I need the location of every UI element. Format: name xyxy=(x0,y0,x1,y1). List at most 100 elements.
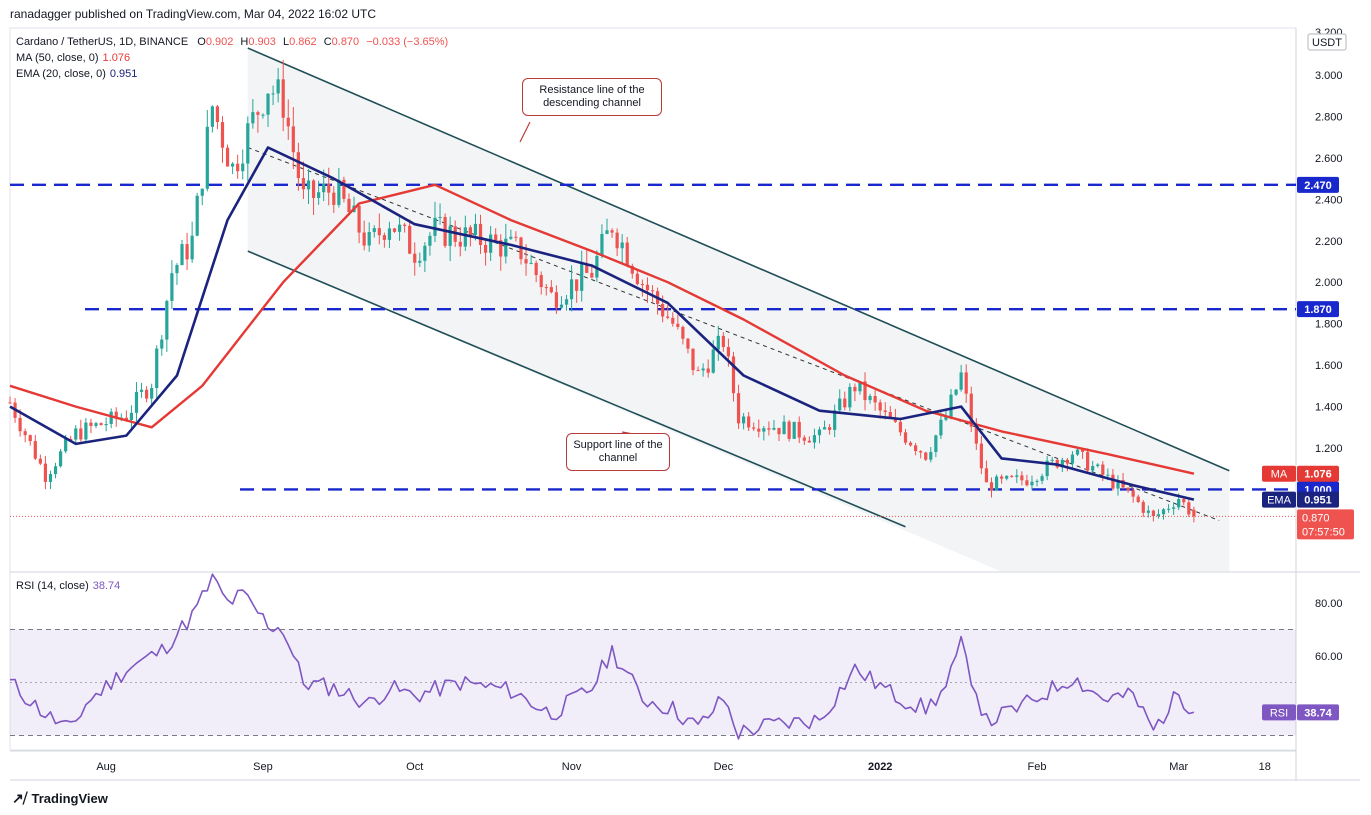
candle-body[interactable] xyxy=(1091,466,1095,471)
candle-body[interactable] xyxy=(747,416,751,428)
candle-body[interactable] xyxy=(792,421,796,439)
candle-body[interactable] xyxy=(696,370,700,372)
candle-body[interactable] xyxy=(1182,499,1186,503)
candle-body[interactable] xyxy=(888,412,892,419)
candle-body[interactable] xyxy=(256,112,260,115)
candle-body[interactable] xyxy=(367,232,371,246)
candle-body[interactable] xyxy=(241,163,245,172)
candle-body[interactable] xyxy=(215,106,220,123)
candle-body[interactable] xyxy=(382,235,386,240)
currency-unit-box[interactable] xyxy=(1307,33,1347,51)
candle-body[interactable] xyxy=(919,451,923,453)
candle-body[interactable] xyxy=(1030,481,1034,486)
candle-body[interactable] xyxy=(767,428,771,430)
candle-body[interactable] xyxy=(1101,464,1105,475)
candle-body[interactable] xyxy=(569,279,574,300)
candle-body[interactable] xyxy=(924,452,928,460)
candle-body[interactable] xyxy=(347,198,351,213)
support-line[interactable] xyxy=(247,250,906,528)
candle-body[interactable] xyxy=(620,242,624,249)
candle-body[interactable] xyxy=(812,435,817,443)
candle-body[interactable] xyxy=(1161,509,1166,515)
candle-body[interactable] xyxy=(817,429,822,436)
candle-body[interactable] xyxy=(266,93,270,115)
candle-body[interactable] xyxy=(129,412,134,421)
candle-body[interactable] xyxy=(403,224,407,226)
candle-body[interactable] xyxy=(564,299,569,305)
candle-body[interactable] xyxy=(802,437,806,441)
candle-body[interactable] xyxy=(362,232,366,246)
candle-body[interactable] xyxy=(529,262,533,264)
candle-body[interactable] xyxy=(1080,449,1085,452)
candle-body[interactable] xyxy=(1070,454,1075,464)
candle-body[interactable] xyxy=(387,228,392,240)
candle-body[interactable] xyxy=(984,468,989,483)
candle-body[interactable] xyxy=(1146,510,1150,513)
candle-body[interactable] xyxy=(43,463,48,482)
candle-body[interactable] xyxy=(989,482,994,491)
ma-legend[interactable]: MA (50, close, 0) 1.076 xyxy=(16,52,130,64)
channel-midline[interactable] xyxy=(247,147,1220,521)
candle-body[interactable] xyxy=(53,466,58,475)
candle-body[interactable] xyxy=(944,416,948,420)
candle-body[interactable] xyxy=(220,122,225,148)
candle-body[interactable] xyxy=(974,426,978,444)
candle-body[interactable] xyxy=(1141,501,1145,513)
candle-body[interactable] xyxy=(625,242,629,266)
candle-body[interactable] xyxy=(797,421,801,438)
candle-body[interactable] xyxy=(868,395,872,401)
candle-body[interactable] xyxy=(782,421,786,435)
candle-body[interactable] xyxy=(1005,475,1009,479)
candle-body[interactable] xyxy=(392,228,397,232)
candle-body[interactable] xyxy=(205,126,209,189)
candle-body[interactable] xyxy=(580,263,584,291)
candle-body[interactable] xyxy=(251,112,255,124)
candle-body[interactable] xyxy=(843,398,847,408)
candle-body[interactable] xyxy=(114,411,118,419)
candle-body[interactable] xyxy=(514,236,518,238)
candle-body[interactable] xyxy=(1177,499,1181,508)
tradingview-brand[interactable]: ↗⧸ TradingView xyxy=(12,790,108,807)
candle-body[interactable] xyxy=(878,402,882,411)
candle-body[interactable] xyxy=(741,416,746,424)
candle-body[interactable] xyxy=(337,179,341,205)
candle-body[interactable] xyxy=(1126,487,1130,491)
candle-body[interactable] xyxy=(84,422,88,440)
candle-body[interactable] xyxy=(833,410,837,430)
candle-body[interactable] xyxy=(691,348,695,371)
candle-body[interactable] xyxy=(1015,475,1019,477)
candle-body[interactable] xyxy=(428,235,432,246)
candle-body[interactable] xyxy=(190,235,194,260)
candle-body[interactable] xyxy=(139,389,144,392)
candle-body[interactable] xyxy=(706,368,710,373)
candle-body[interactable] xyxy=(752,427,756,429)
candle-body[interactable] xyxy=(134,391,139,413)
candle-body[interactable] xyxy=(873,395,877,403)
candle-body[interactable] xyxy=(210,106,214,127)
candle-body[interactable] xyxy=(701,368,705,371)
candle-body[interactable] xyxy=(463,227,467,247)
candle-body[interactable] xyxy=(908,442,913,446)
candle-body[interactable] xyxy=(893,418,897,422)
candle-body[interactable] xyxy=(615,232,619,249)
rsi-line[interactable] xyxy=(9,573,1195,740)
candle-body[interactable] xyxy=(554,292,559,308)
candle-body[interactable] xyxy=(1010,475,1014,477)
candle-body[interactable] xyxy=(1106,474,1110,476)
candle-body[interactable] xyxy=(494,234,498,241)
candle-body[interactable] xyxy=(716,335,720,350)
candle-body[interactable] xyxy=(23,431,27,436)
candle-body[interactable] xyxy=(1172,507,1176,509)
candle-body[interactable] xyxy=(1111,474,1115,489)
candle-body[interactable] xyxy=(1116,480,1120,489)
candle-body[interactable] xyxy=(281,79,285,118)
candle-body[interactable] xyxy=(195,195,199,236)
candle-body[interactable] xyxy=(342,179,346,199)
candle-body[interactable] xyxy=(605,230,609,234)
candle-body[interactable] xyxy=(317,192,321,198)
candle-body[interactable] xyxy=(630,265,634,274)
candle-body[interactable] xyxy=(69,438,73,440)
candle-body[interactable] xyxy=(357,205,361,233)
candle-body[interactable] xyxy=(296,152,300,179)
candle-body[interactable] xyxy=(600,233,604,256)
